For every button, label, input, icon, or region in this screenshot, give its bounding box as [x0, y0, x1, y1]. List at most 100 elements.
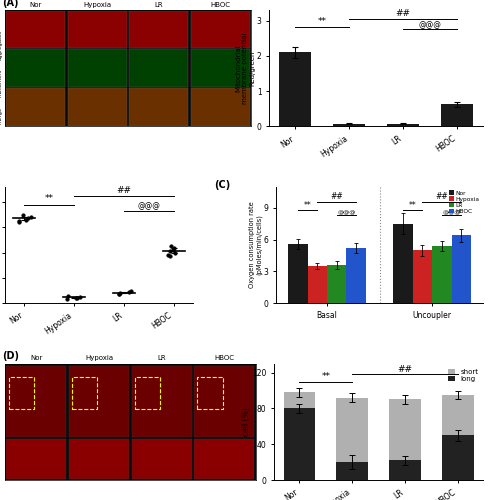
- Text: **: **: [321, 372, 330, 380]
- Text: HBOC: HBOC: [214, 356, 234, 362]
- Text: **: **: [304, 200, 311, 209]
- Bar: [308, 266, 327, 303]
- Point: [166, 252, 174, 260]
- Point: [166, 248, 174, 256]
- Bar: [197, 376, 223, 408]
- Bar: [346, 248, 366, 303]
- Text: **: **: [318, 17, 326, 26]
- Text: (D): (D): [2, 352, 20, 362]
- Point: [169, 246, 177, 254]
- Point: [125, 288, 133, 296]
- Bar: [68, 50, 126, 87]
- Point: [171, 248, 179, 256]
- Bar: [6, 366, 66, 437]
- Y-axis label: Oxygen consumption rate
(pMoles/min/cells): Oxygen consumption rate (pMoles/min/cell…: [249, 202, 262, 288]
- Bar: [191, 10, 250, 48]
- Bar: [69, 366, 129, 437]
- Point: [27, 212, 35, 220]
- Bar: [129, 10, 188, 48]
- Point: [127, 286, 135, 294]
- Bar: [69, 438, 129, 480]
- Bar: [413, 250, 432, 303]
- Bar: [129, 50, 188, 87]
- Bar: [393, 224, 413, 303]
- Bar: [132, 438, 192, 480]
- Text: Nor: Nor: [29, 2, 42, 8]
- Text: (A): (A): [2, 0, 19, 8]
- Bar: [6, 438, 66, 480]
- Text: HBOC: HBOC: [210, 2, 230, 8]
- Text: Hypoxia: Hypoxia: [83, 2, 111, 8]
- Bar: [389, 400, 421, 460]
- Bar: [333, 124, 366, 126]
- Bar: [442, 395, 474, 436]
- Point: [76, 293, 83, 301]
- Bar: [288, 244, 308, 303]
- Bar: [68, 10, 126, 48]
- Text: Hypoxia: Hypoxia: [85, 356, 113, 362]
- Bar: [284, 392, 315, 408]
- Bar: [441, 104, 473, 126]
- Point: [15, 217, 23, 225]
- Point: [24, 214, 32, 222]
- Bar: [135, 376, 160, 408]
- Bar: [6, 88, 65, 126]
- Bar: [191, 88, 250, 126]
- Point: [170, 244, 178, 252]
- Text: ##: ##: [396, 9, 411, 18]
- Point: [19, 211, 26, 219]
- Legend: Nor, Hypoxia, LR, HBOC: Nor, Hypoxia, LR, HBOC: [448, 190, 480, 214]
- Text: Nor: Nor: [30, 356, 42, 362]
- Bar: [279, 52, 311, 127]
- Bar: [442, 436, 474, 480]
- Bar: [132, 366, 192, 437]
- Bar: [327, 265, 346, 303]
- Point: [167, 242, 175, 250]
- Text: @@@: @@@: [442, 210, 461, 215]
- Point: [22, 216, 30, 224]
- Bar: [451, 236, 471, 303]
- Text: merge: merge: [0, 107, 2, 124]
- Text: @@@: @@@: [137, 201, 160, 210]
- Point: [72, 294, 80, 302]
- Bar: [68, 88, 126, 126]
- Bar: [284, 408, 315, 480]
- Point: [73, 294, 81, 302]
- Point: [115, 290, 123, 298]
- Bar: [194, 438, 254, 480]
- Point: [15, 218, 23, 226]
- Bar: [389, 460, 421, 480]
- Y-axis label: cell (%): cell (%): [242, 408, 251, 436]
- Bar: [336, 462, 368, 480]
- Bar: [6, 50, 65, 87]
- Point: [164, 250, 172, 258]
- Bar: [387, 124, 419, 126]
- Text: aggregates: aggregates: [0, 30, 2, 60]
- Text: ##: ##: [398, 364, 412, 374]
- Bar: [72, 376, 97, 408]
- Point: [63, 292, 71, 300]
- Text: LR: LR: [157, 356, 166, 362]
- Text: ##: ##: [435, 192, 448, 201]
- Text: monomers: monomers: [0, 68, 2, 96]
- Bar: [6, 10, 65, 48]
- Point: [63, 294, 71, 302]
- Point: [116, 288, 123, 296]
- Y-axis label: Mitochondrial
membrane potential
Red/green: Mitochondrial membrane potential Red/gre…: [235, 32, 255, 104]
- Bar: [191, 50, 250, 87]
- Bar: [432, 246, 451, 303]
- Point: [115, 290, 123, 298]
- Bar: [129, 88, 188, 126]
- Bar: [336, 398, 368, 462]
- Legend: short, long: short, long: [447, 367, 480, 384]
- Text: LR: LR: [154, 2, 163, 8]
- Text: ##: ##: [330, 192, 343, 201]
- Bar: [194, 366, 254, 437]
- Text: @@@: @@@: [337, 210, 356, 215]
- Bar: [9, 376, 35, 408]
- Text: (C): (C): [214, 180, 230, 190]
- Text: @@@: @@@: [419, 20, 442, 28]
- Text: ##: ##: [116, 186, 131, 195]
- Text: **: **: [45, 194, 54, 203]
- Text: **: **: [409, 200, 417, 209]
